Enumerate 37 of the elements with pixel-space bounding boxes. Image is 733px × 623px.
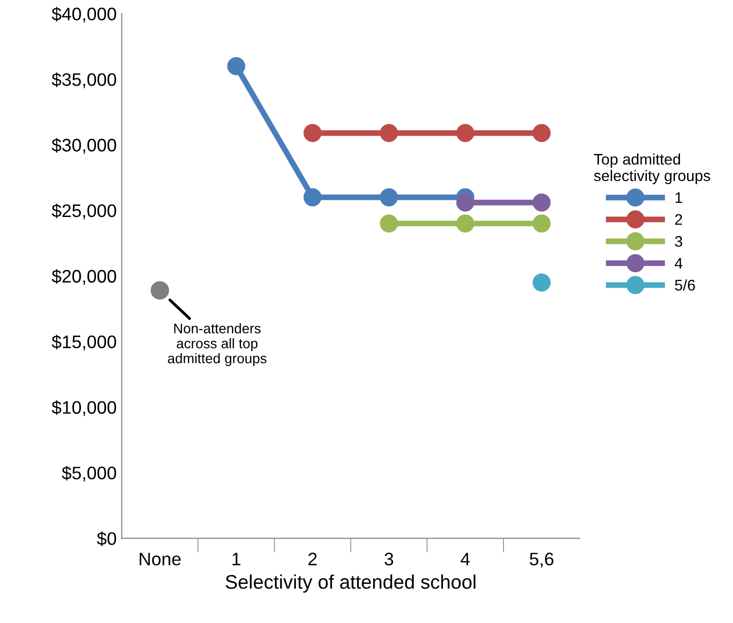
y-tick-label: $20,000 — [52, 269, 116, 285]
point — [532, 194, 551, 212]
point — [380, 214, 398, 233]
x-tick-label: 2 — [308, 552, 317, 566]
x-tick-label: 1 — [232, 552, 240, 566]
x-axis-title: Selectivity of attended school — [226, 574, 476, 593]
x-tick-label: 3 — [384, 552, 394, 566]
point — [150, 281, 170, 300]
y-tick-label: $15,000 — [52, 334, 116, 350]
legend-label: 5/6 — [674, 279, 695, 291]
x-tick-label: 5,6 — [530, 552, 554, 568]
point — [380, 124, 398, 142]
point — [456, 214, 474, 233]
point — [304, 124, 322, 142]
point — [456, 124, 474, 142]
legend-label: 1 — [676, 192, 682, 203]
y-tick-label: $35,000 — [52, 72, 116, 88]
point — [380, 188, 398, 206]
point — [532, 274, 551, 292]
legend-title: Top admitted selectivity groups — [594, 153, 710, 184]
point — [532, 214, 551, 233]
x-tick-label: 4 — [460, 552, 470, 566]
legend-label: 3 — [674, 236, 682, 247]
y-tick-label: $30,000 — [52, 138, 116, 154]
legend-label: 4 — [674, 258, 682, 269]
point — [456, 194, 474, 212]
point — [227, 57, 246, 76]
y-tick-label: $40,000 — [52, 6, 116, 23]
point — [532, 124, 551, 142]
point — [304, 188, 322, 206]
y-tick-label: $25,000 — [52, 204, 116, 220]
annotation: Non-attenders across all top admitted groups — [168, 323, 266, 366]
y-tick-label: $5,000 — [62, 466, 116, 482]
legend-label: 2 — [675, 214, 682, 225]
x-tick-label: None — [140, 552, 181, 566]
y-tick-label: $10,000 — [52, 400, 116, 416]
y-tick-label: $0 — [96, 531, 116, 546]
